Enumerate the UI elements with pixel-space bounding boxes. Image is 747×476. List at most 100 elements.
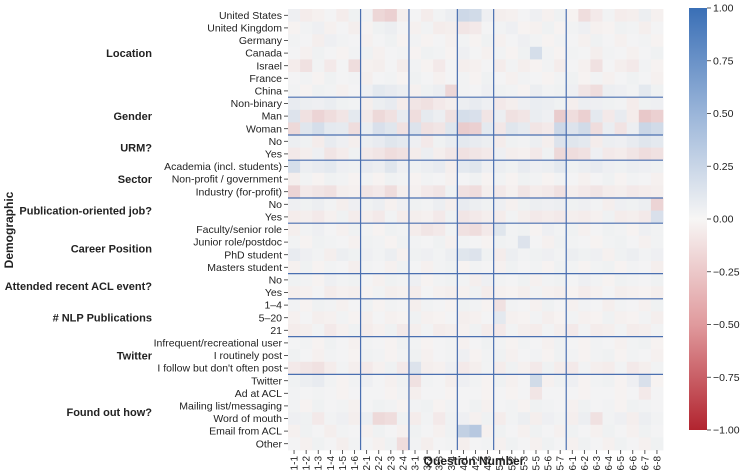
heatmap-cell bbox=[566, 399, 579, 413]
heatmap-cell bbox=[469, 109, 482, 123]
heatmap-cell bbox=[312, 84, 325, 98]
heatmap-cell bbox=[336, 235, 349, 249]
heatmap-cell bbox=[566, 387, 579, 400]
heatmap-cell bbox=[433, 273, 446, 287]
heatmap-cell bbox=[469, 84, 482, 98]
heatmap-cell bbox=[300, 273, 313, 287]
heatmap-cell bbox=[348, 72, 361, 85]
heatmap-cell bbox=[288, 84, 301, 98]
heatmap-cell bbox=[372, 324, 386, 337]
heatmap-cell bbox=[614, 424, 628, 438]
heatmap-cell bbox=[312, 261, 325, 274]
heatmap-cell bbox=[626, 387, 640, 400]
heatmap-cell bbox=[578, 298, 591, 312]
heatmap-cell bbox=[505, 46, 519, 60]
heatmap-cell bbox=[469, 261, 482, 274]
heatmap-cell bbox=[300, 72, 313, 85]
column-label: 3-4 bbox=[447, 456, 458, 471]
heatmap-cell bbox=[457, 311, 470, 325]
heatmap-cell bbox=[372, 336, 386, 350]
heatmap-cell bbox=[348, 135, 361, 148]
heatmap-cell bbox=[433, 324, 446, 337]
heatmap-cell bbox=[457, 210, 470, 224]
heatmap-cell bbox=[445, 147, 458, 161]
heatmap-cell bbox=[360, 261, 374, 274]
heatmap-cell bbox=[590, 147, 603, 161]
heatmap-cell bbox=[614, 223, 628, 237]
heatmap-cell bbox=[288, 437, 301, 451]
heatmap-cell bbox=[614, 336, 628, 350]
heatmap-cell bbox=[517, 248, 531, 262]
heatmap-cell bbox=[614, 210, 628, 224]
heatmap-cell bbox=[372, 235, 386, 249]
heatmap-cell bbox=[408, 412, 422, 426]
heatmap-cell bbox=[638, 185, 652, 199]
heatmap-cell bbox=[505, 387, 519, 400]
heatmap-cell bbox=[433, 336, 446, 350]
heatmap-cell bbox=[457, 374, 470, 388]
heatmap-cell bbox=[566, 198, 579, 211]
heatmap-cells bbox=[288, 9, 664, 451]
heatmap-cell bbox=[614, 109, 628, 123]
heatmap-cell bbox=[650, 311, 664, 325]
heatmap-cell bbox=[324, 34, 337, 48]
heatmap-cell bbox=[554, 387, 567, 400]
heatmap-cell bbox=[457, 324, 470, 337]
heatmap-cell bbox=[481, 135, 495, 148]
heatmap-cell bbox=[602, 324, 616, 337]
heatmap-cell bbox=[336, 324, 349, 337]
heatmap-cell bbox=[626, 261, 640, 274]
column-label: 6-6 bbox=[628, 456, 639, 471]
heatmap-cell bbox=[626, 210, 640, 224]
heatmap-cell bbox=[566, 424, 579, 438]
heatmap-cell bbox=[578, 122, 591, 136]
heatmap-cell bbox=[590, 97, 603, 111]
heatmap-cell bbox=[408, 210, 422, 224]
heatmap-cell bbox=[554, 424, 567, 438]
heatmap-cell bbox=[288, 311, 301, 325]
heatmap-cell bbox=[650, 97, 664, 111]
heatmap-cell bbox=[396, 412, 410, 426]
heatmap-cell bbox=[384, 311, 398, 325]
heatmap-cell bbox=[348, 324, 361, 337]
heatmap-cell bbox=[457, 84, 470, 98]
heatmap-cell bbox=[493, 286, 507, 300]
heatmap-cell bbox=[529, 185, 543, 199]
heatmap-cell bbox=[566, 412, 579, 426]
heatmap-cell bbox=[288, 412, 301, 426]
heatmap-cell bbox=[614, 135, 628, 148]
heatmap-cell bbox=[433, 424, 446, 438]
heatmap-cell bbox=[481, 97, 495, 111]
column-label: 1-3 bbox=[314, 456, 325, 471]
heatmap-cell bbox=[493, 374, 507, 388]
heatmap-cell bbox=[469, 424, 482, 438]
colorbar-tick-label: 0.25 bbox=[713, 161, 734, 173]
row-label: Man bbox=[262, 111, 283, 123]
heatmap-cell bbox=[529, 437, 543, 451]
heatmap-cell bbox=[602, 185, 616, 199]
heatmap-cell bbox=[493, 412, 507, 426]
y-axis-label: Demographic bbox=[2, 191, 16, 268]
heatmap-cell bbox=[614, 160, 628, 174]
heatmap-cell bbox=[469, 336, 482, 350]
heatmap-cell bbox=[529, 261, 543, 274]
heatmap-cell bbox=[529, 160, 543, 174]
heatmap-cell bbox=[602, 109, 616, 123]
heatmap-cell bbox=[602, 9, 616, 22]
heatmap-cell bbox=[542, 9, 555, 22]
heatmap-cell bbox=[638, 349, 652, 363]
heatmap-cell bbox=[590, 298, 603, 312]
heatmap-cell bbox=[445, 349, 458, 363]
heatmap-cell bbox=[421, 336, 434, 350]
heatmap-cell bbox=[614, 311, 628, 325]
heatmap-cell bbox=[324, 349, 337, 363]
heatmap-cell bbox=[288, 273, 301, 287]
heatmap-cell bbox=[372, 59, 386, 73]
heatmap-cell bbox=[457, 424, 470, 438]
heatmap-cell bbox=[650, 160, 664, 174]
heatmap-cell bbox=[372, 210, 386, 224]
heatmap-cell bbox=[384, 46, 398, 60]
heatmap-cell bbox=[566, 84, 579, 98]
heatmap-cell bbox=[445, 235, 458, 249]
heatmap-cell bbox=[421, 235, 434, 249]
